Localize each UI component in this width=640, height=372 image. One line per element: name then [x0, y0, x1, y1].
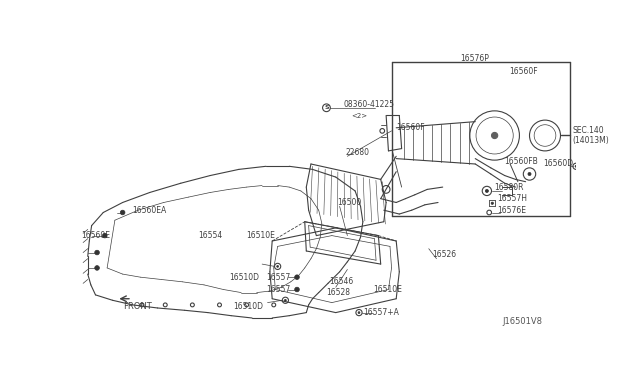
Text: 16554: 16554	[198, 231, 222, 240]
Circle shape	[95, 250, 99, 255]
Text: 16526: 16526	[433, 250, 457, 259]
Circle shape	[284, 299, 286, 301]
Text: 16580R: 16580R	[495, 183, 524, 192]
Text: FRONT: FRONT	[123, 302, 152, 311]
Circle shape	[485, 189, 488, 192]
Text: 16510D: 16510D	[234, 302, 264, 311]
Circle shape	[276, 266, 278, 267]
Text: 16510E: 16510E	[246, 231, 275, 240]
Circle shape	[294, 287, 300, 292]
Circle shape	[528, 173, 531, 176]
Text: 16560D: 16560D	[543, 160, 573, 169]
Text: 16557+A: 16557+A	[363, 308, 399, 317]
Text: 16510E: 16510E	[373, 285, 402, 294]
Circle shape	[492, 132, 498, 139]
Text: J16501V8: J16501V8	[502, 317, 542, 326]
Text: SEC.140: SEC.140	[572, 126, 604, 135]
Text: 16560E: 16560E	[81, 231, 111, 240]
Text: (14013M): (14013M)	[572, 136, 609, 145]
Text: 16560F: 16560F	[396, 123, 425, 132]
Circle shape	[575, 166, 577, 167]
Text: 22680: 22680	[345, 148, 369, 157]
Text: 16500: 16500	[337, 198, 362, 207]
Text: 16557: 16557	[266, 273, 291, 282]
Text: 16546: 16546	[330, 277, 354, 286]
Text: 16576P: 16576P	[460, 54, 488, 63]
Circle shape	[358, 312, 360, 314]
Text: 16557: 16557	[266, 285, 291, 294]
Text: S: S	[324, 105, 329, 110]
Circle shape	[491, 202, 493, 205]
Text: 16560F: 16560F	[509, 67, 538, 76]
Circle shape	[120, 210, 125, 215]
Text: 16560FB: 16560FB	[505, 157, 538, 166]
Circle shape	[294, 275, 300, 279]
Text: 16557H: 16557H	[497, 194, 527, 203]
Text: 16560EA: 16560EA	[132, 206, 167, 215]
Circle shape	[102, 233, 107, 238]
Text: 16528: 16528	[326, 288, 351, 297]
Text: 16576E: 16576E	[497, 206, 526, 215]
Text: <2>: <2>	[351, 113, 367, 119]
Text: 16510D: 16510D	[229, 273, 259, 282]
Text: 08360-41225: 08360-41225	[344, 100, 394, 109]
Circle shape	[95, 266, 99, 270]
